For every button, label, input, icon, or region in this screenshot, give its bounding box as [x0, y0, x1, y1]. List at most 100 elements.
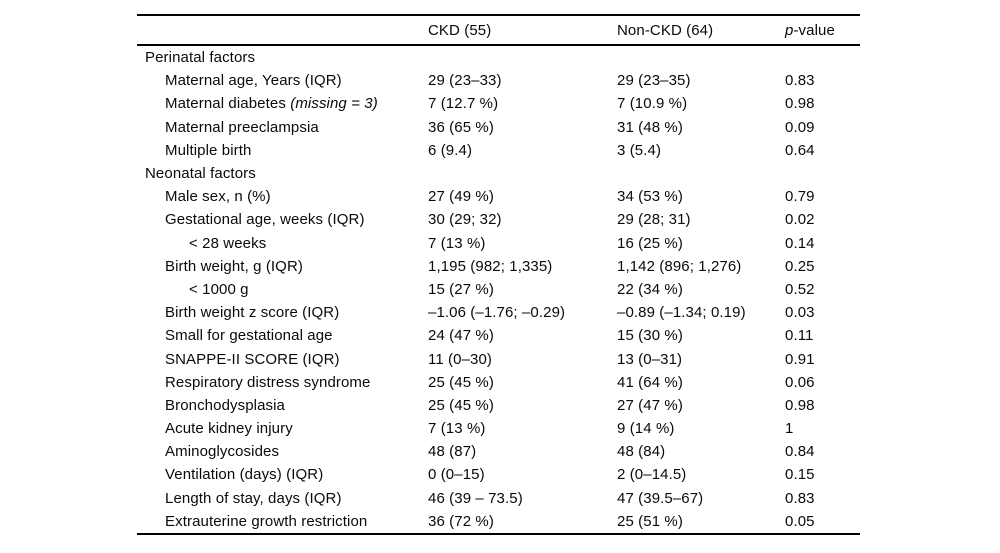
ckd-value-cell: 48 (87) — [428, 443, 477, 461]
nonckd-value-cell: 29 (28; 31) — [617, 211, 691, 229]
nonckd-value-cell: 48 (84) — [617, 443, 666, 461]
table-row: Maternal age, Years (IQR) 29 (23–33) 29 (2… — [137, 69, 860, 92]
ckd-value-cell: 29 (23–33) — [428, 72, 502, 90]
ckd-value-cell: 1,195 (982; 1,335) — [428, 257, 553, 275]
table-row: Maternal diabetes (missing = 3) 7 (12.7 %… — [137, 92, 860, 115]
table-row: Aminoglycosides 48 (87) 48 (84) 0.84 — [137, 440, 860, 463]
table-row: Length of stay, days (IQR) 46 (39 – 73.5)… — [137, 487, 860, 510]
row-label: Small for gestational age — [165, 327, 333, 345]
table-row: Multiple birth 6 (9.4) 3 (5.4) 0.64 — [137, 139, 860, 162]
pvalue-cell: 0.11 — [785, 327, 814, 345]
table-header-rule — [137, 44, 860, 46]
header-pvalue-italic-p: p — [785, 21, 794, 39]
nonckd-value-cell: 47 (39.5–67) — [617, 489, 704, 507]
header-nonckd: Non-CKD (64) — [617, 21, 714, 39]
pvalue-cell: 0.98 — [785, 396, 815, 414]
header-ckd: CKD (55) — [428, 21, 492, 39]
header-pvalue-rest: -value — [793, 21, 835, 39]
ckd-value-cell: 7 (13 %) — [428, 420, 486, 438]
pvalue-cell: 0.03 — [785, 304, 815, 322]
pvalue-cell: 0.02 — [785, 211, 815, 229]
nonckd-value-cell: 29 (23–35) — [617, 72, 691, 90]
pvalue-cell: 0.84 — [785, 443, 815, 461]
ckd-value-cell: 36 (72 %) — [428, 512, 494, 530]
table-row: Bronchodysplasia 25 (45 %) 27 (47 %) 0.98 — [137, 394, 860, 417]
row-label: Male sex, n (%) — [165, 188, 271, 206]
row-label-note: (missing = 3) — [285, 95, 378, 113]
pvalue-cell: 0.98 — [785, 95, 815, 113]
row-label: Neonatal factors — [145, 165, 256, 183]
pvalue-cell: 0.91 — [785, 350, 815, 368]
comparison-table: CKD (55) Non-CKD (64) p-value Perinatal … — [137, 14, 860, 535]
row-label: Maternal diabetes (missing = 3) — [165, 95, 378, 113]
table-row: Extrauterine growth restriction 36 (72 %)… — [137, 510, 860, 533]
row-label: Gestational age, weeks (IQR) — [165, 211, 365, 229]
ckd-value-cell: 11 (0–30) — [428, 350, 492, 368]
pvalue-cell: 0.14 — [785, 234, 815, 252]
pvalue-cell: 1 — [785, 420, 794, 438]
nonckd-value-cell: 15 (30 %) — [617, 327, 683, 345]
ckd-value-cell: 7 (12.7 %) — [428, 95, 499, 113]
ckd-value-cell: 15 (27 %) — [428, 280, 494, 298]
header-pvalue: p-value — [785, 22, 860, 39]
ckd-value-cell: 25 (45 %) — [428, 396, 494, 414]
table-body: Perinatal factors Maternal age, Years (IQ… — [137, 46, 860, 533]
table-row: SNAPPE-II SCORE (IQR) 11 (0–30) 13 (0–31) 0… — [137, 347, 860, 370]
table-header-row: CKD (55) Non-CKD (64) p-value — [137, 16, 860, 44]
row-label: Birth weight, g (IQR) — [165, 257, 303, 275]
table-row: Ventilation (days) (IQR) 0 (0–15) 2 (0–14.… — [137, 463, 860, 486]
nonckd-value-cell: 3 (5.4) — [617, 141, 662, 159]
row-label: Acute kidney injury — [165, 420, 293, 438]
row-label: < 1000 g — [189, 280, 249, 298]
table-row: < 1000 g 15 (27 %) 22 (34 %) 0.52 — [137, 278, 860, 301]
row-label: Bronchodysplasia — [165, 396, 286, 414]
ckd-value-cell: 46 (39 – 73.5) — [428, 489, 523, 507]
row-label: SNAPPE-II SCORE (IQR) — [165, 350, 340, 368]
pvalue-cell: 0.83 — [785, 489, 815, 507]
pvalue-cell: 0.15 — [785, 466, 815, 484]
pvalue-cell: 0.64 — [785, 141, 815, 159]
section-row: Perinatal factors — [137, 46, 860, 69]
table-bottom-rule — [137, 532, 860, 535]
nonckd-value-cell: 25 (51 %) — [617, 512, 683, 530]
row-label: Extrauterine growth restriction — [165, 512, 368, 530]
pvalue-cell: 0.79 — [785, 188, 815, 206]
row-label: < 28 weeks — [189, 234, 267, 252]
nonckd-value-cell: –0.89 (–1.34; 0.19) — [617, 304, 746, 322]
ckd-value-cell: 6 (9.4) — [428, 141, 473, 159]
ckd-value-cell: –1.06 (–1.76; –0.29) — [428, 304, 566, 322]
table-row: Male sex, n (%) 27 (49 %) 34 (53 %) 0.79 — [137, 185, 860, 208]
ckd-value-cell: 30 (29; 32) — [428, 211, 502, 229]
nonckd-value-cell: 41 (64 %) — [617, 373, 683, 391]
ckd-value-cell: 0 (0–15) — [428, 466, 485, 484]
ckd-value-cell: 27 (49 %) — [428, 188, 494, 206]
nonckd-value-cell: 13 (0–31) — [617, 350, 683, 368]
pvalue-cell: 0.52 — [785, 280, 815, 298]
nonckd-value-cell: 16 (25 %) — [617, 234, 683, 252]
nonckd-value-cell: 22 (34 %) — [617, 280, 683, 298]
row-label: Maternal age, Years (IQR) — [165, 72, 342, 90]
table-top-rule — [137, 14, 860, 16]
row-label: Aminoglycosides — [165, 443, 280, 461]
nonckd-value-cell: 7 (10.9 %) — [617, 95, 688, 113]
table-row: Birth weight, g (IQR) 1,195 (982; 1,335) 1… — [137, 255, 860, 278]
row-label: Birth weight z score (IQR) — [165, 304, 340, 322]
pvalue-cell: 0.83 — [785, 72, 815, 90]
nonckd-value-cell: 34 (53 %) — [617, 188, 683, 206]
table-row: < 28 weeks 7 (13 %) 16 (25 %) 0.14 — [137, 232, 860, 255]
row-label: Multiple birth — [165, 141, 252, 159]
ckd-value-cell: 24 (47 %) — [428, 327, 494, 345]
nonckd-value-cell: 2 (0–14.5) — [617, 466, 687, 484]
table-row: Small for gestational age 24 (47 %) 15 (30… — [137, 324, 860, 347]
pvalue-cell: 0.06 — [785, 373, 815, 391]
ckd-value-cell: 7 (13 %) — [428, 234, 486, 252]
row-label: Ventilation (days) (IQR) — [165, 466, 324, 484]
pvalue-cell: 0.09 — [785, 118, 815, 136]
row-label: Length of stay, days (IQR) — [165, 489, 342, 507]
nonckd-value-cell: 31 (48 %) — [617, 118, 683, 136]
table-row: Maternal preeclampsia 36 (65 %) 31 (48 %) 0… — [137, 116, 860, 139]
section-row: Neonatal factors — [137, 162, 860, 185]
row-label: Maternal preeclampsia — [165, 118, 319, 136]
table-row: Gestational age, weeks (IQR) 30 (29; 32) 2… — [137, 208, 860, 231]
row-label: Perinatal factors — [145, 49, 256, 67]
